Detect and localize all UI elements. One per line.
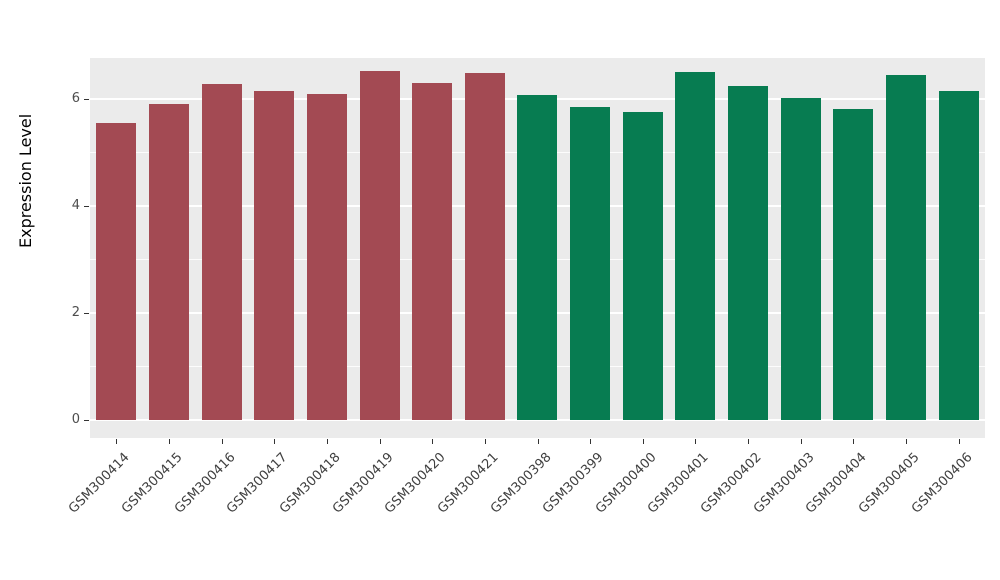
x-tick-mark bbox=[958, 439, 960, 444]
x-tick-mark bbox=[590, 439, 592, 444]
y-tick-label: 0 bbox=[71, 412, 80, 427]
x-tick-mark bbox=[168, 439, 170, 444]
y-tick-mark bbox=[84, 419, 89, 421]
y-tick-mark bbox=[84, 98, 89, 100]
y-tick-mark bbox=[84, 312, 89, 314]
x-tick-mark bbox=[379, 439, 381, 444]
y-axis-title: Expression Level bbox=[16, 113, 35, 248]
x-tick-mark bbox=[537, 439, 539, 444]
bar-GSM300400 bbox=[622, 112, 663, 420]
x-tick-mark bbox=[221, 439, 223, 444]
x-tick-mark bbox=[116, 439, 118, 444]
bar-GSM300421 bbox=[464, 73, 505, 420]
x-tick-mark bbox=[748, 439, 750, 444]
bar-GSM300416 bbox=[201, 84, 242, 420]
bar-GSM300418 bbox=[306, 93, 347, 420]
bar-GSM300419 bbox=[359, 70, 400, 420]
bar-GSM300399 bbox=[570, 107, 611, 420]
gridline-major bbox=[90, 419, 985, 421]
x-tick-mark bbox=[274, 439, 276, 444]
bar-GSM300404 bbox=[833, 108, 874, 420]
bar-GSM300417 bbox=[254, 90, 295, 420]
x-tick-mark bbox=[432, 439, 434, 444]
x-tick-mark bbox=[853, 439, 855, 444]
bar-GSM300420 bbox=[412, 82, 453, 420]
bar-GSM300398 bbox=[517, 94, 558, 420]
bar-GSM300406 bbox=[938, 90, 979, 420]
x-tick-mark bbox=[800, 439, 802, 444]
bar-GSM300405 bbox=[886, 74, 927, 420]
chart-panel bbox=[90, 58, 985, 438]
bar-GSM300414 bbox=[96, 123, 137, 420]
x-tick-mark bbox=[484, 439, 486, 444]
bar-GSM300402 bbox=[728, 85, 769, 420]
y-tick-mark bbox=[84, 205, 89, 207]
x-tick-mark bbox=[906, 439, 908, 444]
bar-GSM300403 bbox=[780, 97, 821, 420]
x-tick-mark bbox=[695, 439, 697, 444]
x-tick-mark bbox=[642, 439, 644, 444]
y-tick-label: 6 bbox=[71, 91, 80, 106]
bar-GSM300401 bbox=[675, 72, 716, 420]
x-tick-mark bbox=[326, 439, 328, 444]
y-tick-label: 4 bbox=[71, 198, 80, 213]
y-tick-label: 2 bbox=[71, 305, 80, 320]
bar-GSM300415 bbox=[148, 104, 189, 420]
